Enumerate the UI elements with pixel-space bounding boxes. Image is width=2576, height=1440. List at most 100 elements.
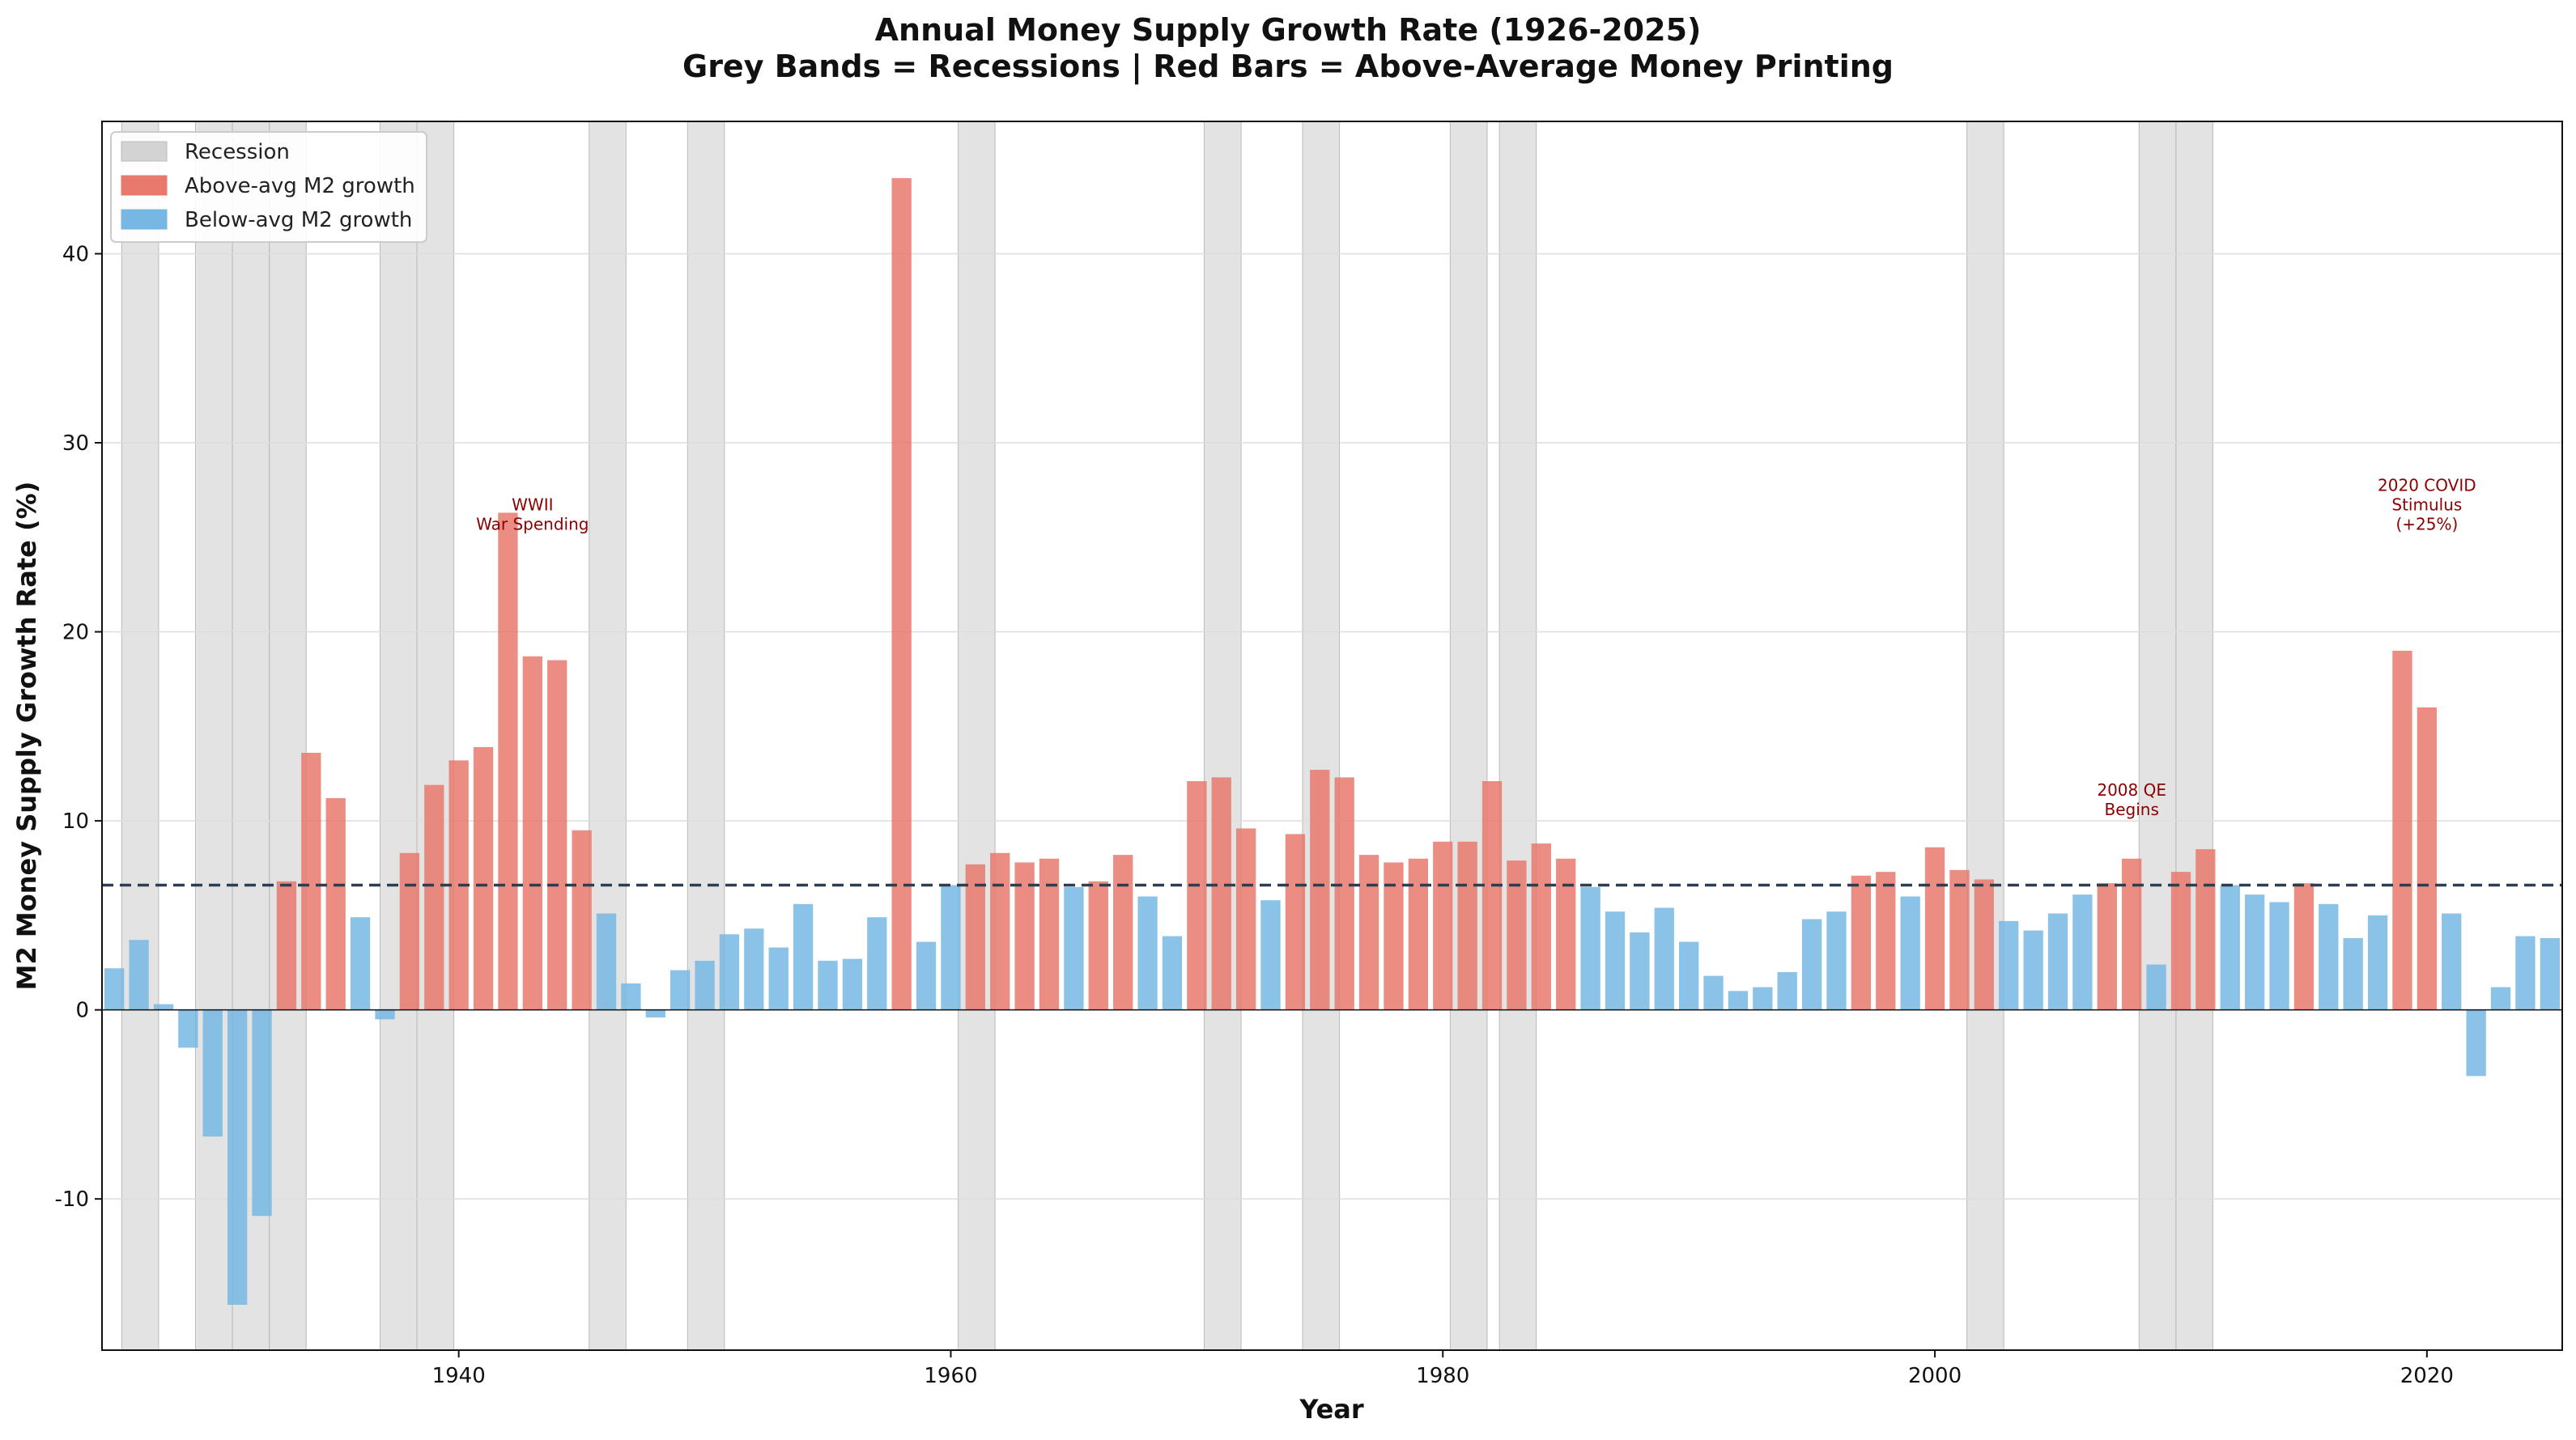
bar-below-average [1654, 907, 1674, 1010]
bar-above-average [1088, 881, 1108, 1010]
bar-below-average [1137, 896, 1158, 1010]
bar-above-average [276, 881, 297, 1010]
bar-below-average [227, 1009, 248, 1305]
legend-box [110, 131, 427, 243]
bar-below-average [2319, 903, 2339, 1010]
y-tick-label: 20 [62, 621, 89, 645]
x-tick-label: 1940 [432, 1364, 486, 1388]
bar-above-average [990, 852, 1010, 1010]
bar-below-average [2269, 902, 2289, 1010]
bar-below-average [1605, 911, 1626, 1010]
bar-below-average [1728, 991, 1749, 1010]
bar-above-average [1433, 841, 1453, 1010]
bar-below-average [1999, 920, 2019, 1010]
bar-above-average [473, 747, 494, 1010]
bar-below-average [1162, 936, 1183, 1010]
bar-above-average [1384, 862, 1404, 1010]
bar-below-average [2047, 913, 2068, 1010]
bar-below-average [2146, 964, 2166, 1010]
annotation-line: Stimulus [2391, 495, 2462, 514]
x-tick-label: 2000 [1908, 1364, 1962, 1388]
annotation-line: WWII [512, 495, 553, 514]
bar-above-average [1949, 869, 1970, 1010]
bar-above-average [1556, 858, 1576, 1010]
recession-band [269, 121, 307, 1351]
y-axis-label: M2 Money Supply Growth Rate (%) [11, 482, 42, 991]
bars [104, 178, 2560, 1305]
bar-below-average [202, 1009, 223, 1137]
reference-lines [102, 883, 2562, 1011]
recession-band [1203, 121, 1242, 1351]
legend-label: Below-avg M2 growth [185, 208, 412, 232]
bar-below-average [645, 1009, 665, 1017]
bar-below-average [104, 968, 125, 1010]
y-tick-label: -10 [55, 1187, 89, 1212]
bar-below-average [252, 1009, 272, 1217]
bar-above-average [1876, 872, 1896, 1010]
bar-above-average [572, 830, 592, 1010]
bar-above-average [1334, 777, 1354, 1010]
y-tick-label: 10 [62, 809, 89, 834]
annotation-label: 2020 COVID Stimulus (+25%) [2378, 475, 2476, 533]
x-axis-label: Year [1299, 1394, 1364, 1425]
recession-band [1302, 121, 1341, 1351]
bar-below-average [350, 917, 371, 1010]
bar-below-average [178, 1009, 198, 1048]
plot-frame [101, 121, 2563, 1351]
bar-above-average [1507, 860, 1527, 1010]
bar-above-average [1851, 875, 1872, 1010]
annotation-line: 2008 QE [2097, 780, 2166, 800]
bar-below-average [2220, 885, 2240, 1010]
bar-above-average [2170, 872, 2191, 1010]
bar-above-average [1358, 855, 1379, 1010]
legend-swatch [121, 209, 168, 230]
legend: Recession Above-avg M2 growth Below-avg M2… [110, 131, 427, 243]
bar-above-average [1113, 855, 1133, 1010]
recession-band [958, 121, 996, 1351]
bar-below-average [2540, 937, 2560, 1010]
bar-above-average [424, 784, 444, 1010]
bar-above-average [965, 864, 986, 1010]
bar-below-average [842, 958, 863, 1010]
bar-below-average [1678, 941, 1699, 1010]
recession-band [379, 121, 418, 1351]
bar-above-average [1531, 843, 1551, 1010]
bar-below-average [1064, 886, 1084, 1010]
bar-below-average [793, 903, 814, 1010]
bar-below-average [1580, 886, 1600, 1010]
legend-swatch [121, 175, 168, 196]
bar-above-average [1285, 834, 1306, 1010]
recession-band [1498, 121, 1537, 1351]
bar-below-average [818, 960, 838, 1010]
recession-band [2175, 121, 2213, 1351]
bar-below-average [695, 960, 715, 1010]
bar-above-average [1039, 858, 1060, 1010]
annotations: WWII War Spending 2008 QE Begins 2020 COVID S… [476, 475, 2476, 819]
y-tick-label: 0 [75, 999, 89, 1023]
x-tick-label: 1980 [1416, 1364, 1469, 1388]
bar-above-average [1014, 862, 1035, 1010]
bar-below-average [867, 917, 887, 1010]
bar-below-average [2442, 913, 2462, 1010]
bar-above-average [1481, 781, 1503, 1010]
recession-bands [121, 121, 2213, 1351]
bar-below-average [941, 885, 961, 1010]
bar-below-average [2466, 1009, 2486, 1077]
bar-above-average [1187, 781, 1207, 1010]
bar-below-average [2367, 915, 2388, 1010]
annotation-label: WWII War Spending [476, 495, 589, 533]
bar-below-average [1753, 987, 1773, 1010]
bar-below-average [2072, 894, 2093, 1010]
bar-below-average [153, 1004, 174, 1010]
recession-band [589, 121, 627, 1351]
bar-above-average [1924, 847, 1945, 1010]
bar-below-average [375, 1009, 395, 1020]
bar-below-average [2490, 987, 2511, 1010]
bar-above-average [1457, 841, 1477, 1010]
bar-above-average [498, 512, 518, 1010]
bar-below-average [1260, 900, 1281, 1010]
bar-below-average [1900, 896, 1920, 1010]
bar-above-average [522, 656, 542, 1010]
bar-below-average [768, 947, 789, 1010]
